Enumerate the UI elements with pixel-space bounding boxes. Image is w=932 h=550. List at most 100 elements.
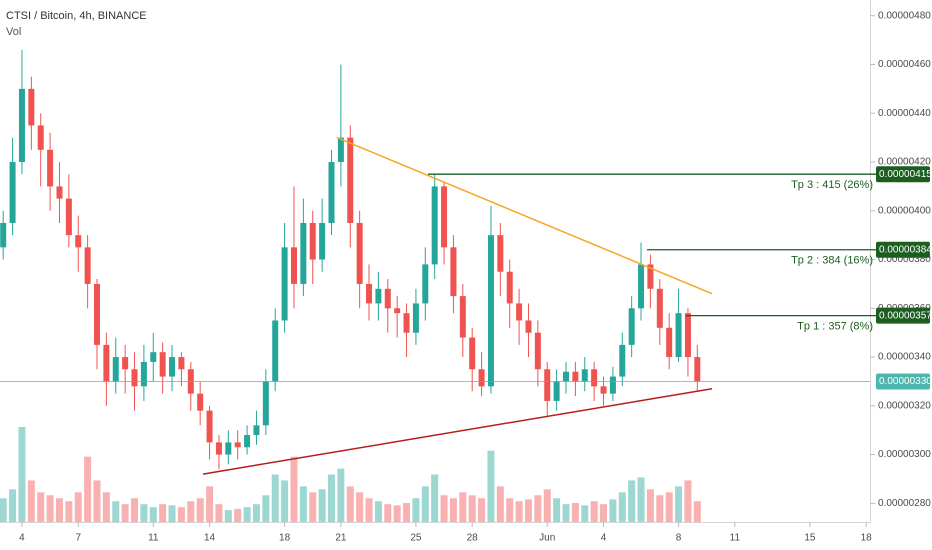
candle-body — [375, 288, 382, 304]
candle-body — [638, 264, 645, 309]
candle-body — [525, 320, 532, 333]
volume-label: Vol — [6, 26, 21, 38]
x-tick-label: 4 — [19, 533, 25, 544]
volume-bar — [609, 499, 617, 522]
candle-body — [516, 303, 523, 321]
candle-body — [534, 332, 541, 370]
volume-bar — [449, 498, 457, 522]
volume-bar — [346, 486, 354, 522]
candle-body — [262, 381, 269, 426]
volume-bar — [309, 492, 317, 522]
volume-bar — [365, 498, 373, 522]
volume-bar — [215, 504, 223, 522]
volume-bar — [618, 492, 626, 522]
volume-bar — [159, 504, 167, 522]
candle-body — [290, 247, 297, 284]
candle-body — [487, 235, 494, 387]
volume-bar — [374, 501, 382, 522]
volume-bar — [543, 489, 551, 522]
volume-bar — [496, 486, 504, 522]
y-tick-label: 0.00000320 — [878, 400, 931, 411]
candle-body — [384, 288, 391, 309]
candle-body — [394, 308, 401, 314]
candle-body — [75, 235, 82, 248]
volume-bar — [459, 492, 467, 522]
volume-bar — [18, 427, 26, 522]
volume-bar — [234, 508, 242, 522]
volume-bar — [243, 507, 251, 522]
candle-body — [347, 137, 354, 223]
trend-line — [202, 388, 713, 475]
x-tick-label: 8 — [676, 533, 682, 544]
volume-bar — [431, 474, 439, 522]
volume-bar — [384, 504, 392, 522]
candle-body — [281, 247, 288, 321]
y-tick-label: 0.00000340 — [878, 352, 931, 363]
candle-body — [581, 369, 588, 382]
volume-bar — [412, 498, 420, 522]
chart-title: CTSI / Bitcoin, 4h, BINANCE — [6, 10, 147, 22]
volume-bar — [600, 504, 608, 522]
target-label: 0.00000415 — [879, 169, 932, 180]
candle-body — [131, 369, 138, 387]
volume-bar — [524, 499, 532, 522]
candle-body — [694, 357, 701, 382]
candle-body — [169, 357, 176, 377]
volume-bar — [421, 486, 429, 522]
candle-body — [234, 442, 241, 448]
x-tick-label: 14 — [204, 533, 216, 544]
volume-bar — [403, 503, 411, 522]
candle-body — [544, 369, 551, 401]
y-tick-label: 0.00000460 — [878, 59, 931, 70]
candle-body — [122, 357, 129, 370]
candle-body — [647, 264, 654, 289]
candle-body — [684, 313, 691, 358]
candle-body — [591, 369, 598, 387]
volume-bar — [571, 503, 579, 522]
candle-body — [450, 247, 457, 297]
candle-body — [225, 442, 232, 455]
volume-bar — [675, 486, 683, 522]
candle-body — [47, 149, 54, 187]
volume-bar — [318, 489, 326, 522]
target-label: 0.00000384 — [879, 244, 932, 255]
x-tick-label: 11 — [730, 533, 741, 544]
candle-body — [150, 352, 157, 362]
volume-bar — [187, 501, 195, 522]
candle-body — [103, 344, 110, 382]
x-tick-label: 18 — [861, 533, 873, 544]
candle-body — [328, 162, 335, 223]
volume-bar — [131, 498, 139, 522]
volume-bar — [271, 474, 279, 522]
volume-bar — [637, 477, 645, 522]
target-text: Tp 2 : 384 (16%) — [791, 255, 873, 267]
candle-body — [478, 369, 485, 387]
target-tag — [876, 307, 930, 324]
volume-bar — [440, 495, 448, 522]
volume-bar — [656, 495, 664, 522]
volume-bar — [55, 498, 63, 522]
candle-body — [563, 371, 569, 382]
candle-body — [619, 344, 626, 377]
candle-body — [197, 393, 204, 411]
volume-bar — [693, 501, 701, 522]
volume-bar — [224, 510, 232, 522]
target-tag — [876, 241, 930, 258]
x-tick-label: 25 — [410, 533, 422, 544]
candle-body — [178, 357, 185, 370]
candle-body — [356, 222, 363, 284]
target-label: 0.00000357 — [879, 310, 932, 321]
volume-bar — [665, 492, 673, 522]
volume-bar — [646, 489, 654, 522]
volume-bar — [9, 489, 17, 522]
x-tick-label: 15 — [804, 533, 816, 544]
y-tick-label: 0.00000380 — [878, 254, 931, 265]
volume-bar — [112, 501, 120, 522]
last-price-tag — [876, 373, 930, 390]
volume-bar — [468, 495, 476, 522]
y-tick-label: 0.00000300 — [878, 449, 931, 460]
candle-body — [469, 337, 476, 370]
candle-body — [215, 442, 222, 455]
volume-bar — [562, 504, 570, 522]
